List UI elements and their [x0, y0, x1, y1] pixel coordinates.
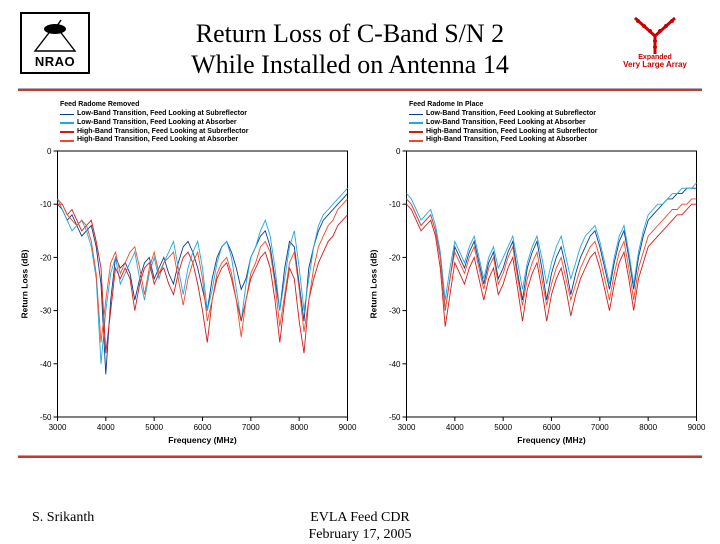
antenna-icon — [31, 17, 79, 55]
legend-label: Low-Band Transition, Feed Looking at Sub… — [426, 110, 596, 119]
right-chart-panel: Feed Radome In Place Low-Band Transition… — [363, 101, 706, 447]
svg-text:Return Loss (dB): Return Loss (dB) — [20, 249, 30, 318]
footer-center: EVLA Feed CDR February 17, 2005 — [308, 510, 411, 544]
svg-text:5000: 5000 — [145, 423, 163, 432]
svg-text:-30: -30 — [389, 307, 401, 316]
svg-text:Frequency (MHz): Frequency (MHz) — [517, 435, 586, 445]
svg-text:7000: 7000 — [591, 423, 609, 432]
legend-row: Low-Band Transition, Feed Looking at Abs… — [60, 119, 357, 128]
legend-swatch — [409, 114, 423, 116]
legend-swatch — [409, 122, 423, 124]
slide-footer: S. Srikanth EVLA Feed CDR February 17, 2… — [0, 510, 720, 526]
svg-text:Return Loss (dB): Return Loss (dB) — [369, 249, 379, 318]
svg-text:Frequency (MHz): Frequency (MHz) — [168, 435, 237, 445]
legend-label: High-Band Transition, Feed Looking at Ab… — [426, 136, 587, 145]
svg-text:8000: 8000 — [290, 423, 308, 432]
svg-text:0: 0 — [396, 147, 401, 156]
legend-swatch — [409, 140, 423, 142]
left-chart-panel: Feed Radome Removed Low-Band Transition,… — [14, 101, 357, 447]
svg-text:6000: 6000 — [194, 423, 212, 432]
legend-row: Low-Band Transition, Feed Looking at Sub… — [409, 110, 706, 119]
legend-label: High-Band Transition, Feed Looking at Su… — [426, 128, 598, 137]
svg-text:-50: -50 — [389, 413, 401, 422]
svg-text:6000: 6000 — [543, 423, 561, 432]
left-legend: Feed Radome Removed Low-Band Transition,… — [60, 101, 357, 145]
legend-swatch — [409, 131, 423, 133]
svg-text:-20: -20 — [389, 254, 401, 263]
svg-text:-20: -20 — [40, 254, 52, 263]
legend-row: High-Band Transition, Feed Looking at Su… — [60, 128, 357, 137]
legend-row: High-Band Transition, Feed Looking at Ab… — [409, 136, 706, 145]
svg-text:-50: -50 — [40, 413, 52, 422]
evla-logo: Expanded Very Large Array — [610, 12, 700, 74]
svg-text:9000: 9000 — [688, 423, 706, 432]
legend-label: High-Band Transition, Feed Looking at Su… — [77, 128, 249, 137]
slide-header: NRAO Return Loss of C-Band S/N 2 While I… — [0, 0, 720, 86]
svg-text:-30: -30 — [40, 307, 52, 316]
legend-row: Low-Band Transition, Feed Looking at Abs… — [409, 119, 706, 128]
nrao-label: NRAO — [35, 54, 75, 69]
left-legend-title: Feed Radome Removed — [60, 101, 357, 110]
slide-title: Return Loss of C-Band S/N 2 While Instal… — [104, 12, 596, 80]
legend-swatch — [60, 114, 74, 116]
svg-text:-40: -40 — [389, 360, 401, 369]
svg-text:9000: 9000 — [339, 423, 357, 432]
svg-text:-10: -10 — [389, 200, 401, 209]
legend-row: High-Band Transition, Feed Looking at Ab… — [60, 136, 357, 145]
legend-swatch — [60, 140, 74, 142]
svg-text:-40: -40 — [40, 360, 52, 369]
svg-text:0: 0 — [47, 147, 52, 156]
title-line-1: Return Loss of C-Band S/N 2 — [196, 19, 504, 48]
title-line-2: While Installed on Antenna 14 — [191, 50, 509, 79]
charts-row: Feed Radome Removed Low-Band Transition,… — [0, 91, 720, 451]
svg-text:4000: 4000 — [97, 423, 115, 432]
svg-text:7000: 7000 — [242, 423, 260, 432]
evla-y-icon — [627, 12, 683, 56]
legend-label: High-Band Transition, Feed Looking at Ab… — [77, 136, 238, 145]
legend-swatch — [60, 131, 74, 133]
svg-text:5000: 5000 — [494, 423, 512, 432]
right-plot: 3000 4000 5000 6000 7000 8000 9000 -50 -40 -30 -20… — [363, 147, 706, 447]
legend-row: High-Band Transition, Feed Looking at Su… — [409, 128, 706, 137]
legend-row: Low-Band Transition, Feed Looking at Sub… — [60, 110, 357, 119]
svg-text:8000: 8000 — [639, 423, 657, 432]
legend-label: Low-Band Transition, Feed Looking at Abs… — [426, 119, 586, 128]
legend-label: Low-Band Transition, Feed Looking at Sub… — [77, 110, 247, 119]
footer-divider — [18, 455, 702, 458]
right-legend: Feed Radome In Place Low-Band Transition… — [409, 101, 706, 145]
right-legend-title: Feed Radome In Place — [409, 101, 706, 110]
legend-label: Low-Band Transition, Feed Looking at Abs… — [77, 119, 237, 128]
footer-author: S. Srikanth — [32, 510, 94, 526]
svg-text:4000: 4000 — [446, 423, 464, 432]
evla-vla-text: Very Large Array — [610, 61, 700, 69]
svg-text:3000: 3000 — [49, 423, 67, 432]
legend-swatch — [60, 122, 74, 124]
svg-text:-10: -10 — [40, 200, 52, 209]
nrao-logo: NRAO — [20, 12, 90, 74]
left-plot: 3000 4000 5000 6000 7000 8000 9000 -50 -40 -30 -20… — [14, 147, 357, 447]
footer-center-l1: EVLA Feed CDR — [310, 510, 410, 525]
svg-text:3000: 3000 — [398, 423, 416, 432]
